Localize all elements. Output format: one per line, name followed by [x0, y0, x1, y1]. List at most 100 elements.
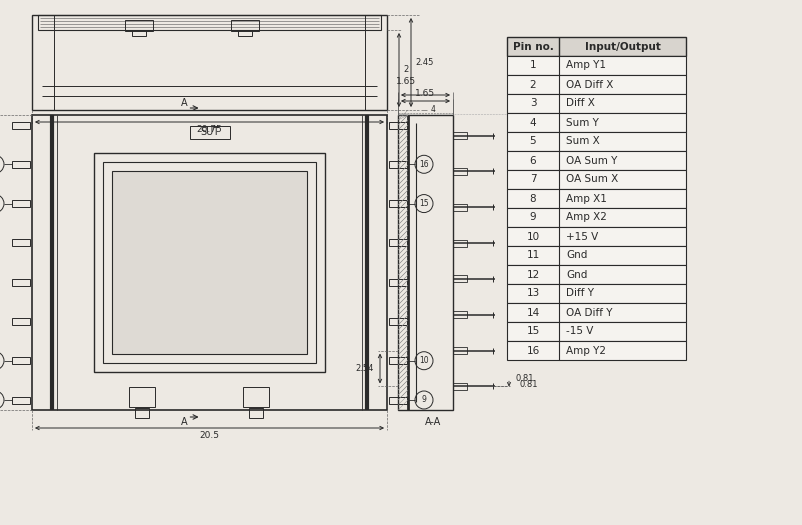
Bar — [507, 56, 686, 75]
Bar — [507, 341, 686, 360]
Bar — [507, 227, 686, 246]
Text: 20.5: 20.5 — [200, 432, 220, 440]
Bar — [507, 75, 686, 94]
Text: 2: 2 — [403, 66, 408, 75]
Bar — [389, 161, 407, 168]
Bar — [507, 208, 686, 227]
Text: SUT: SUT — [200, 127, 219, 137]
Bar — [507, 151, 686, 170]
Text: Amp X1: Amp X1 — [566, 194, 607, 204]
Text: 15: 15 — [526, 327, 540, 337]
Text: Diff Y: Diff Y — [566, 289, 594, 299]
Bar — [12, 279, 30, 286]
Bar — [389, 121, 407, 129]
Bar — [12, 357, 30, 364]
Bar — [12, 318, 30, 325]
Bar — [124, 20, 152, 31]
Bar — [129, 387, 155, 407]
Bar — [12, 239, 30, 246]
Text: OA Sum Y: OA Sum Y — [566, 155, 618, 165]
Text: 10: 10 — [526, 232, 540, 242]
Bar — [32, 15, 387, 110]
Text: 1: 1 — [529, 60, 537, 70]
Bar — [12, 396, 30, 404]
Text: 4: 4 — [529, 118, 537, 128]
Bar — [507, 94, 686, 113]
Bar — [507, 113, 686, 132]
Bar — [103, 162, 316, 363]
Text: OA Sum X: OA Sum X — [566, 174, 618, 184]
Text: 14: 14 — [526, 308, 540, 318]
Text: OA Diff X: OA Diff X — [566, 79, 614, 89]
Text: Diff X: Diff X — [566, 99, 595, 109]
Text: +15 V: +15 V — [566, 232, 598, 242]
Bar — [453, 239, 467, 247]
Text: Sum X: Sum X — [566, 136, 600, 146]
Text: 0.81: 0.81 — [515, 374, 533, 383]
Text: 11: 11 — [526, 250, 540, 260]
Text: 9: 9 — [529, 213, 537, 223]
Text: OA Diff Y: OA Diff Y — [566, 308, 613, 318]
Text: A-A: A-A — [425, 417, 442, 427]
Bar — [389, 318, 407, 325]
Text: A: A — [181, 98, 188, 108]
Bar — [189, 126, 229, 139]
Text: 4: 4 — [431, 106, 435, 114]
Text: -15 V: -15 V — [566, 327, 593, 337]
Text: Amp X2: Amp X2 — [566, 213, 607, 223]
Bar — [12, 200, 30, 207]
Bar — [507, 284, 686, 303]
Bar — [389, 396, 407, 404]
Bar — [398, 115, 453, 410]
Bar — [507, 303, 686, 322]
Text: Gnd: Gnd — [566, 269, 587, 279]
Text: 5: 5 — [529, 136, 537, 146]
Text: 16: 16 — [419, 160, 429, 169]
Text: Gnd: Gnd — [566, 250, 587, 260]
Bar — [453, 383, 467, 390]
Bar — [507, 265, 686, 284]
Text: 6: 6 — [529, 155, 537, 165]
Text: 15: 15 — [419, 199, 429, 208]
Text: Amp Y1: Amp Y1 — [566, 60, 606, 70]
Text: Pin no.: Pin no. — [512, 41, 553, 51]
Bar — [32, 115, 387, 410]
Bar — [453, 168, 467, 175]
Bar — [507, 246, 686, 265]
Text: 20.75: 20.75 — [196, 124, 222, 133]
Text: 2.54: 2.54 — [355, 364, 374, 373]
Bar — [453, 204, 467, 211]
Text: A: A — [181, 417, 188, 427]
Text: 2.45: 2.45 — [415, 58, 433, 67]
Text: 9: 9 — [422, 395, 427, 404]
Text: 3: 3 — [529, 99, 537, 109]
Bar — [38, 15, 381, 30]
Text: Amp Y2: Amp Y2 — [566, 345, 606, 355]
Bar — [243, 387, 269, 407]
Bar — [249, 408, 262, 418]
Bar — [94, 153, 325, 372]
Bar — [507, 322, 686, 341]
Text: 10: 10 — [419, 356, 429, 365]
Bar — [389, 279, 407, 286]
Bar — [507, 170, 686, 189]
Bar — [453, 132, 467, 139]
Text: Input/Output: Input/Output — [585, 41, 660, 51]
Text: 8: 8 — [529, 194, 537, 204]
Text: 2: 2 — [529, 79, 537, 89]
Bar — [238, 30, 252, 36]
Text: 13: 13 — [526, 289, 540, 299]
Bar — [507, 189, 686, 208]
Text: 12: 12 — [526, 269, 540, 279]
Bar — [112, 171, 307, 354]
Text: 16: 16 — [526, 345, 540, 355]
Bar — [507, 37, 686, 56]
Bar — [135, 408, 149, 418]
Text: 7: 7 — [529, 174, 537, 184]
Text: Sum Y: Sum Y — [566, 118, 599, 128]
Text: 0.81: 0.81 — [519, 380, 537, 389]
Bar — [231, 20, 259, 31]
Bar — [453, 311, 467, 318]
Bar — [453, 347, 467, 354]
Bar — [453, 276, 467, 282]
